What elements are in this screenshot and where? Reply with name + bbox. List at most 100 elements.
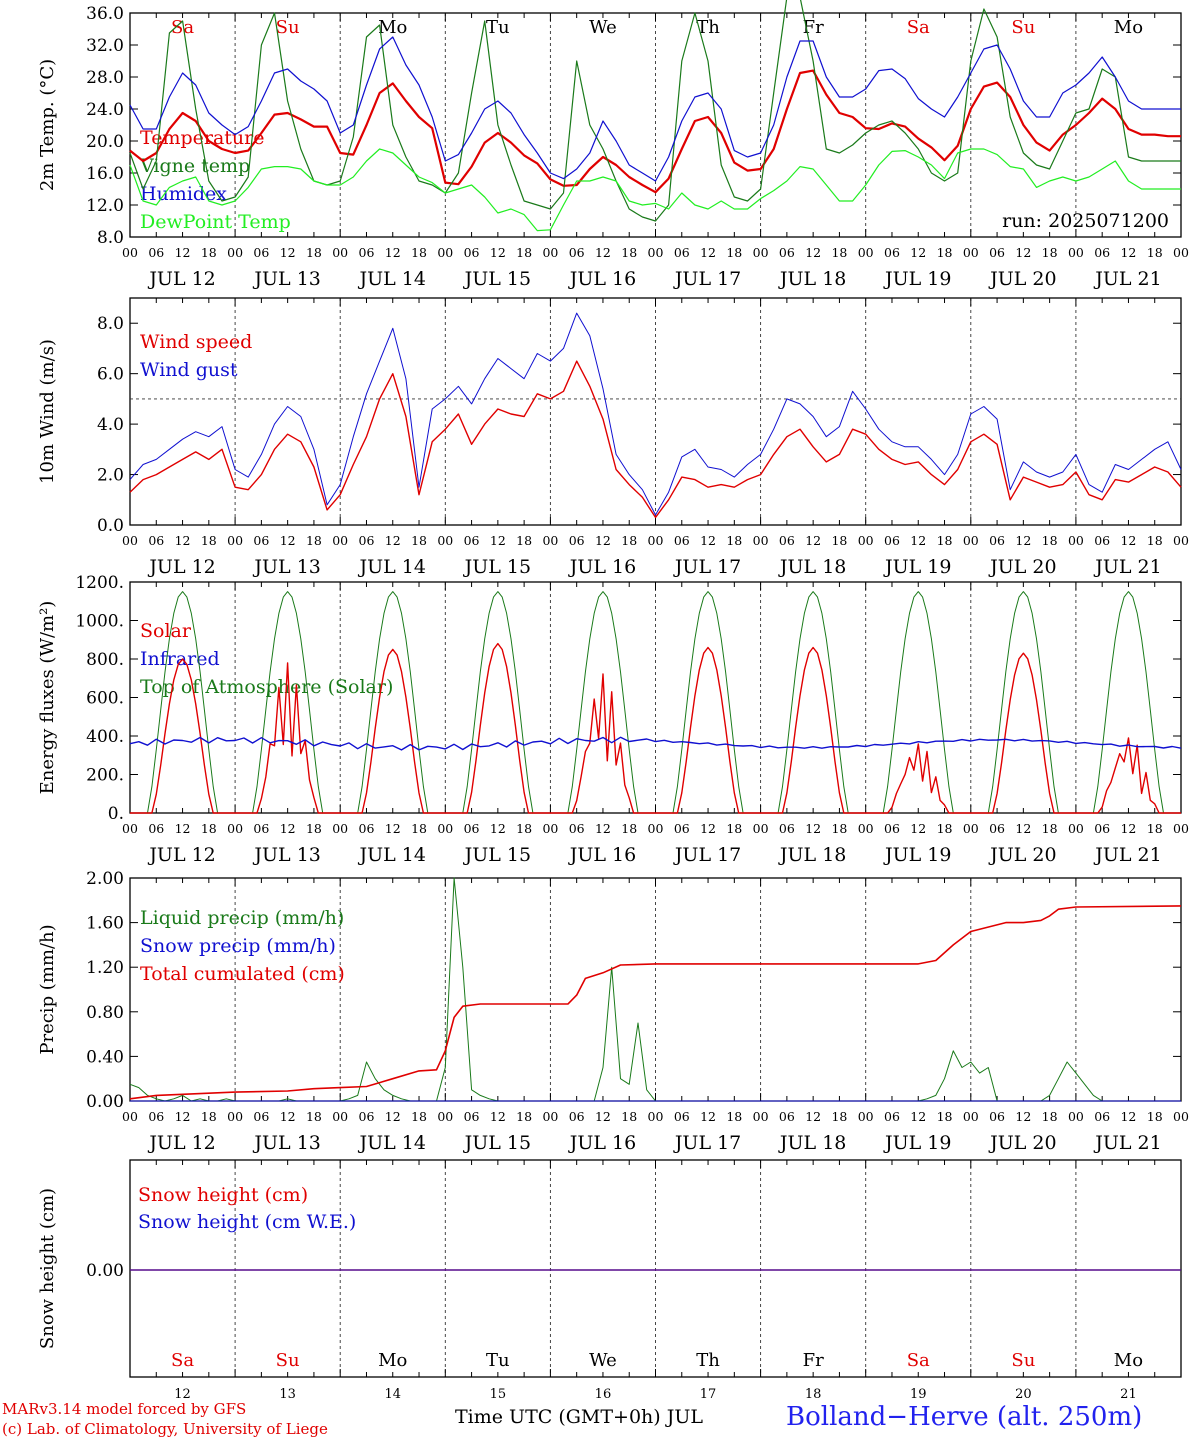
hour-tick-label: 12 <box>1015 1109 1031 1124</box>
day-label: JUL 19 <box>883 844 951 866</box>
hour-tick-label: 06 <box>148 533 164 548</box>
day-label: JUL 16 <box>568 1132 636 1154</box>
hour-tick-label: 00 <box>122 821 138 836</box>
hour-tick-label: 12 <box>385 1109 401 1124</box>
y-tick-label: 12.0 <box>86 196 124 216</box>
day-label: JUL 21 <box>1093 844 1161 866</box>
day-label: JUL 15 <box>463 268 531 290</box>
hour-tick-label: 00 <box>858 533 874 548</box>
hour-tick-label: 18 <box>726 245 742 260</box>
hour-tick-label: 06 <box>884 245 900 260</box>
hour-tick-label: 12 <box>595 1109 611 1124</box>
hour-tick-label: 00 <box>648 533 664 548</box>
hour-tick-label: 00 <box>753 533 769 548</box>
wind-speed-line <box>129 360 1182 519</box>
hour-tick-label: 00 <box>753 245 769 260</box>
hour-tick-label: 12 <box>175 1109 191 1124</box>
day-label: JUL 16 <box>568 268 636 290</box>
hour-tick-label: 06 <box>464 533 480 548</box>
vigne-temp-line <box>129 0 1181 222</box>
hour-tick-label: 06 <box>148 1109 164 1124</box>
hour-tick-label: 12 <box>175 821 191 836</box>
hour-tick-label: 12 <box>910 533 926 548</box>
hour-tick-label: 06 <box>359 533 375 548</box>
legend-entry: Humidex <box>140 183 227 205</box>
hour-tick-label: 18 <box>831 533 847 548</box>
hour-tick-label: 00 <box>648 245 664 260</box>
y-tick-label: 200. <box>86 766 124 786</box>
y-tick-label: 1200. <box>75 573 124 593</box>
hour-tick-label: 18 <box>201 1109 217 1124</box>
day-label: JUL 21 <box>1093 556 1161 578</box>
weekday-label: Mo <box>1114 1350 1143 1371</box>
hour-tick-label: 00 <box>963 533 979 548</box>
hour-tick-label: 12 <box>1015 533 1031 548</box>
hour-tick-label: 12 <box>910 821 926 836</box>
temperature-line <box>129 69 1181 194</box>
weekday-label: Sa <box>171 17 194 38</box>
hour-tick-label: 00 <box>227 821 243 836</box>
hour-tick-label: 00 <box>1173 533 1189 548</box>
day-label: JUL 19 <box>883 268 951 290</box>
hour-tick-label: 18 <box>621 245 637 260</box>
hour-tick-label: 00 <box>648 1109 664 1124</box>
day-label: JUL 14 <box>358 1132 426 1154</box>
hour-tick-label: 00 <box>1068 821 1084 836</box>
hour-tick-label: 12 <box>175 245 191 260</box>
hour-tick-label: 12 <box>700 533 716 548</box>
day-number-label: 18 <box>805 1387 822 1402</box>
weekday-label: Tu <box>486 1350 510 1371</box>
hour-tick-label: 18 <box>937 533 953 548</box>
hour-tick-label: 06 <box>989 821 1005 836</box>
day-label: JUL 18 <box>778 556 846 578</box>
day-label: JUL 14 <box>358 268 426 290</box>
hour-tick-label: 06 <box>359 245 375 260</box>
day-label: JUL 13 <box>252 268 320 290</box>
weekday-label: Mo <box>1114 17 1143 38</box>
y-tick-label: 2.0 <box>97 466 124 486</box>
day-label: JUL 17 <box>673 1132 741 1154</box>
y-axis-label: Snow height (cm) <box>37 1188 58 1349</box>
hour-tick-label: 18 <box>937 245 953 260</box>
hour-tick-label: 06 <box>1094 533 1110 548</box>
y-tick-label: 6.0 <box>97 365 124 385</box>
hour-tick-label: 18 <box>306 821 322 836</box>
day-label: JUL 20 <box>988 268 1056 290</box>
hour-tick-label: 00 <box>858 821 874 836</box>
hour-tick-label: 06 <box>148 821 164 836</box>
hour-tick-label: 18 <box>621 821 637 836</box>
hour-tick-label: 12 <box>280 821 296 836</box>
hour-tick-label: 12 <box>1120 1109 1136 1124</box>
hour-tick-label: 18 <box>516 533 532 548</box>
hour-tick-label: 06 <box>674 821 690 836</box>
humidex-line <box>129 36 1181 182</box>
day-label: JUL 14 <box>358 844 426 866</box>
legend-entry: Snow height (cm) <box>138 1184 308 1206</box>
hour-tick-label: 18 <box>411 1109 427 1124</box>
hour-tick-label: 06 <box>359 821 375 836</box>
day-label: JUL 19 <box>883 1132 951 1154</box>
hour-tick-label: 00 <box>753 821 769 836</box>
hour-tick-label: 18 <box>621 533 637 548</box>
hour-tick-label: 00 <box>963 821 979 836</box>
legend-entry: Liquid precip (mm/h) <box>140 907 344 929</box>
hour-tick-label: 06 <box>674 533 690 548</box>
day-label: JUL 20 <box>988 1132 1056 1154</box>
day-label: JUL 17 <box>673 844 741 866</box>
hour-tick-label: 12 <box>385 533 401 548</box>
hour-tick-label: 18 <box>1147 821 1163 836</box>
hour-tick-label: 00 <box>437 1109 453 1124</box>
hour-tick-label: 00 <box>332 821 348 836</box>
hour-tick-label: 00 <box>437 821 453 836</box>
infrared-line <box>129 736 1182 751</box>
hour-tick-label: 00 <box>1068 533 1084 548</box>
hour-tick-label: 00 <box>1068 245 1084 260</box>
day-label: JUL 20 <box>988 556 1056 578</box>
hour-tick-label: 12 <box>1120 533 1136 548</box>
day-label: JUL 12 <box>147 1132 215 1154</box>
hour-tick-label: 06 <box>989 1109 1005 1124</box>
hour-tick-label: 18 <box>726 1109 742 1124</box>
hour-tick-label: 00 <box>332 1109 348 1124</box>
y-tick-label: 0.40 <box>86 1047 124 1067</box>
hour-tick-label: 12 <box>805 533 821 548</box>
